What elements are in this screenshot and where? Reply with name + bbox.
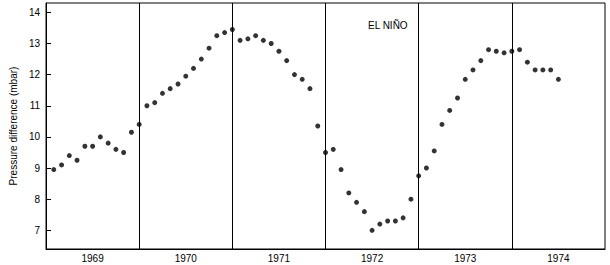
svg-text:1973: 1973 [454, 253, 477, 264]
svg-text:13: 13 [29, 38, 41, 49]
svg-text:8: 8 [34, 194, 40, 205]
svg-text:12: 12 [29, 69, 41, 80]
svg-text:1972: 1972 [361, 253, 384, 264]
svg-text:1971: 1971 [268, 253, 291, 264]
svg-text:14: 14 [29, 7, 41, 18]
svg-text:9: 9 [34, 163, 40, 174]
svg-text:EL NIÑO: EL NIÑO [368, 19, 408, 31]
svg-text:7: 7 [34, 225, 40, 236]
svg-text:11: 11 [30, 100, 41, 111]
svg-text:1969: 1969 [81, 253, 104, 264]
svg-text:10: 10 [29, 131, 41, 142]
svg-text:1970: 1970 [175, 253, 198, 264]
svg-text:Pressure difference (mbar): Pressure difference (mbar) [8, 67, 19, 186]
svg-text:1974: 1974 [547, 253, 570, 264]
